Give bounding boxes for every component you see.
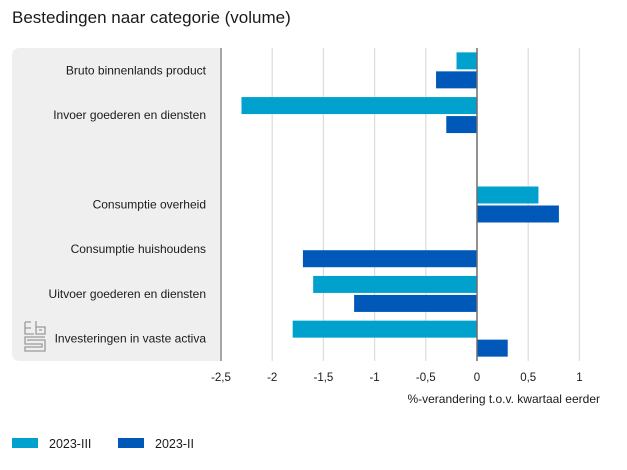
legend-label: 2023-III <box>49 437 91 451</box>
legend-swatch-2023-ii <box>118 438 144 448</box>
category-label: Bruto binnenlands product <box>66 63 207 77</box>
x-tick-label: 0,5 <box>520 372 536 384</box>
x-tick-labels: -2,5 -2 -1,5 -1 -0,5 0 0,5 1 <box>211 372 583 384</box>
legend: 2023-III 2023-II <box>12 437 194 451</box>
category-label: Consumptie overheid <box>93 198 206 212</box>
x-tick-label: -2 <box>267 372 277 384</box>
category-label: Consumptie huishoudens <box>71 242 206 256</box>
bar-2023-iii <box>456 52 477 70</box>
bar-2023-ii <box>354 294 477 312</box>
category-label-panel <box>12 48 221 361</box>
bar-2023-ii <box>477 205 559 223</box>
category-labels: Bruto binnenlands product Invoer goederen… <box>49 63 207 345</box>
bar-2023-iii <box>477 186 539 204</box>
bar-2023-ii <box>302 250 477 268</box>
x-tick-label: -1,5 <box>313 372 333 384</box>
gridlines <box>271 48 581 361</box>
bar-2023-ii <box>477 339 508 357</box>
bars <box>241 52 559 357</box>
category-label: Invoer goederen en diensten <box>53 108 206 122</box>
cbs-logo-icon <box>24 321 46 352</box>
x-tick-label: 1 <box>576 372 582 384</box>
legend-label: 2023-II <box>155 437 194 451</box>
x-tick-label: 0 <box>474 372 480 384</box>
bar-2023-ii <box>436 71 477 89</box>
category-label: Investeringen in vaste activa <box>55 332 207 346</box>
x-tick-label: -0,5 <box>416 372 436 384</box>
category-label: Uitvoer goederen en diensten <box>49 287 206 301</box>
chart-title: Bestedingen naar categorie (volume) <box>12 8 291 27</box>
legend-swatch-2023-iii <box>12 438 38 448</box>
bar-2023-iii <box>313 275 477 293</box>
bar-2023-iii <box>292 320 477 338</box>
x-axis-title: %-verandering t.o.v. kwartaal eerder <box>407 392 600 406</box>
bar-2023-iii <box>241 97 477 115</box>
x-tick-label: -1 <box>369 372 379 384</box>
x-tick-label: -2,5 <box>211 372 231 384</box>
bar-2023-ii <box>446 116 477 134</box>
